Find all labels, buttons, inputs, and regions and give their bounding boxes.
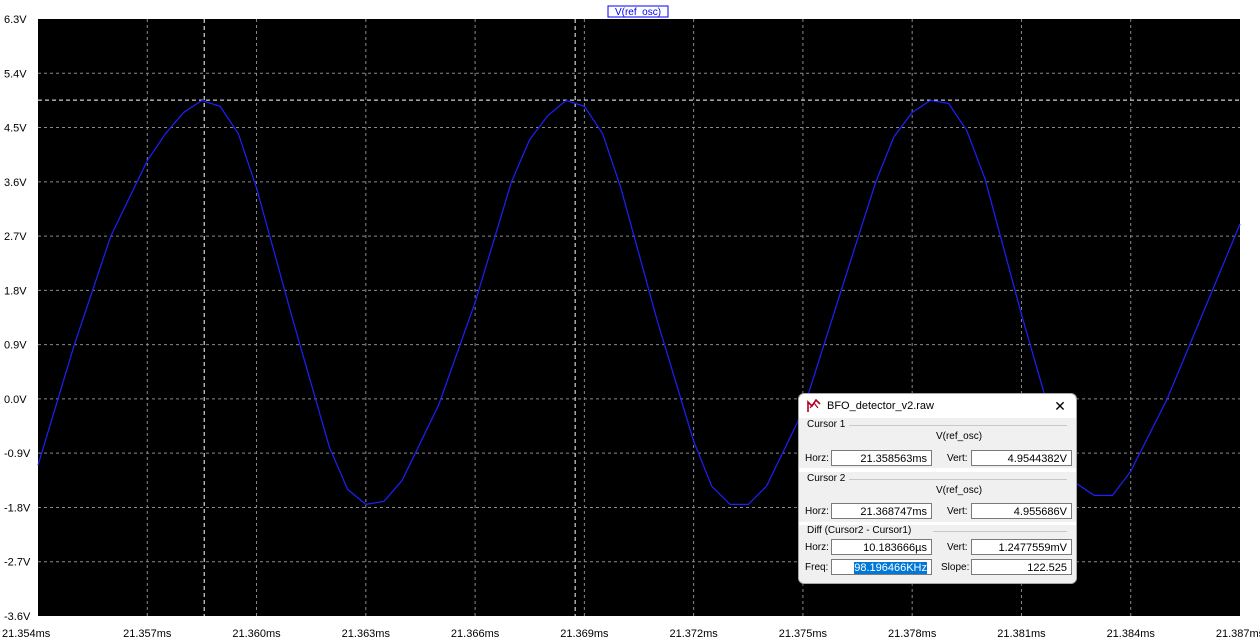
cursor1-section: Cursor 1 V(ref_osc) Horz: 21.358563ms Ve… xyxy=(799,418,1076,468)
x-tick-label: 21.381ms xyxy=(997,628,1046,640)
freq-value[interactable]: 98.196466KHz xyxy=(854,562,927,574)
trace-label[interactable]: V(ref_osc) xyxy=(615,7,661,18)
dialog-titlebar[interactable]: BFO_detector_v2.raw ✕ xyxy=(799,394,1076,418)
cursor1-trace: V(ref_osc) xyxy=(935,431,983,442)
slope-label: Slope: xyxy=(941,562,970,573)
y-tick-label: 0.0V xyxy=(4,394,27,406)
close-icon[interactable]: ✕ xyxy=(1054,398,1066,414)
y-tick-label: 0.9V xyxy=(4,340,27,352)
diff-title: Diff (Cursor2 - Cursor1) xyxy=(807,525,912,536)
y-gridlines xyxy=(38,72,1240,563)
diff-vert-field[interactable]: 1.2477559mV xyxy=(971,539,1072,555)
x-axis-tick-labels: 21.354ms 21.357ms 21.360ms 21.363ms 21.366ms… xyxy=(2,628,1260,640)
cursor2-trace: V(ref_osc) xyxy=(935,485,983,496)
dialog-title: BFO_detector_v2.raw xyxy=(827,400,934,412)
x-tick-label: 21.387ms xyxy=(1216,628,1260,640)
x-tick-label: 21.372ms xyxy=(669,628,718,640)
y-tick-label: 6.3V xyxy=(4,14,27,26)
diff-section: Diff (Cursor2 - Cursor1) Horz: 10.183666… xyxy=(799,525,1076,583)
cursor2-vert-field[interactable]: 4.955686V xyxy=(971,503,1072,519)
diff-horz-label: Horz: xyxy=(805,542,829,553)
slope-field[interactable]: 122.525 xyxy=(971,559,1072,575)
cursor-lines[interactable] xyxy=(38,19,1240,616)
diff-vert-label: Vert: xyxy=(947,542,968,553)
x-tick-label: 21.363ms xyxy=(342,628,391,640)
cursor2-horz-field[interactable]: 21.368747ms xyxy=(831,503,932,519)
x-tick-label: 21.369ms xyxy=(560,628,609,640)
divider xyxy=(849,479,1067,480)
x-tick-label: 21.357ms xyxy=(123,628,172,640)
x-tick-label: 21.375ms xyxy=(779,628,828,640)
trace-v-ref-osc xyxy=(37,99,1241,506)
x-tick-label: 21.366ms xyxy=(451,628,500,640)
y-axis-tick-labels: 6.3V 5.4V 4.5V 3.6V 2.7V 1.8V 0.9V 0.0V -0.9V -1.… xyxy=(4,14,31,623)
y-tick-label: -1.8V xyxy=(4,502,31,514)
cursor2-vert-label: Vert: xyxy=(947,506,968,517)
y-tick-label: 5.4V xyxy=(4,68,27,80)
cursor-readout-dialog[interactable]: BFO_detector_v2.raw ✕ Cursor 1 V(ref_osc… xyxy=(798,393,1077,584)
cursor1-vert-field[interactable]: 4.9544382V xyxy=(971,450,1072,466)
cursor1-horz-label: Horz: xyxy=(805,453,829,464)
freq-label: Freq: xyxy=(805,562,829,573)
cursor1-horz-field[interactable]: 21.358563ms xyxy=(831,450,932,466)
x-tick-label: 21.360ms xyxy=(232,628,281,640)
cursor1-title: Cursor 1 xyxy=(807,419,846,430)
y-tick-label: 4.5V xyxy=(4,123,27,135)
divider xyxy=(933,531,1067,532)
y-tick-label: 3.6V xyxy=(4,177,27,189)
divider xyxy=(849,425,1067,426)
y-tick-label: 1.8V xyxy=(4,285,27,297)
y-tick-label: -0.9V xyxy=(4,448,31,460)
cursor2-title: Cursor 2 xyxy=(807,473,846,484)
y-tick-label: -2.7V xyxy=(4,557,31,569)
cursor2-section: Cursor 2 V(ref_osc) Horz: 21.368747ms Ve… xyxy=(799,472,1076,522)
freq-field[interactable]: 98.196466KHz xyxy=(831,559,932,575)
ltspice-app-icon xyxy=(807,399,821,412)
cursor2-horz-label: Horz: xyxy=(805,506,829,517)
trace-label-box xyxy=(607,5,669,18)
diff-horz-field[interactable]: 10.183666µs xyxy=(831,539,932,555)
x-tick-label: 21.354ms xyxy=(2,628,51,640)
y-tick-label: -3.6V xyxy=(4,611,31,623)
y-tick-label: 2.7V xyxy=(4,231,27,243)
x-tick-label: 21.384ms xyxy=(1107,628,1156,640)
cursor1-vert-label: Vert: xyxy=(947,453,968,464)
x-tick-label: 21.378ms xyxy=(888,628,937,640)
